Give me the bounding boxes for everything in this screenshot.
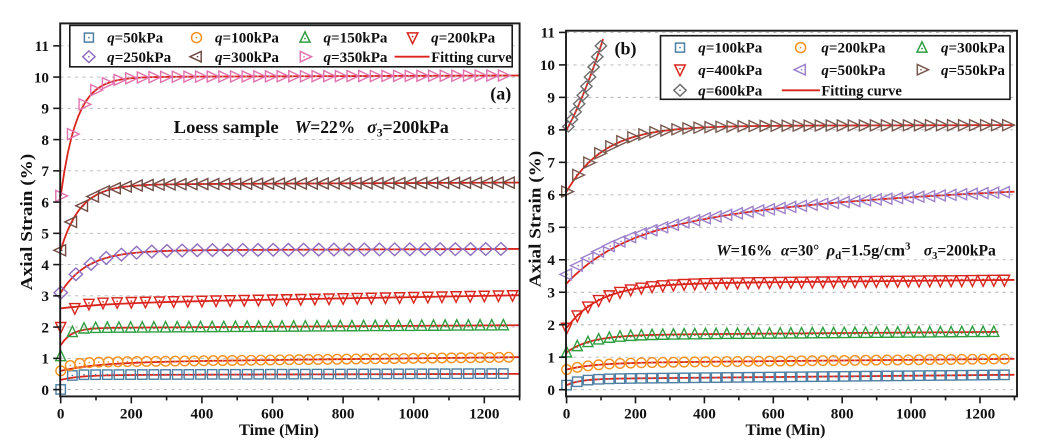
svg-text:600: 600: [762, 406, 785, 423]
svg-text:Loess sample: Loess sample: [174, 117, 279, 137]
svg-text:4: 4: [547, 252, 555, 269]
svg-text:q=100kPa: q=100kPa: [698, 41, 762, 57]
svg-text:Axial Strain (%): Axial Strain (%): [526, 151, 545, 288]
svg-text:0: 0: [57, 406, 65, 423]
svg-text:1: 1: [547, 349, 555, 366]
svg-text:8: 8: [547, 122, 555, 139]
svg-text:q=300kPa: q=300kPa: [215, 50, 279, 66]
svg-text:0: 0: [547, 382, 555, 399]
svg-text:(a): (a): [490, 84, 511, 105]
svg-text:200: 200: [120, 406, 143, 423]
svg-text:q=200kPa: q=200kPa: [431, 31, 495, 47]
svg-text:W=22%: W=22%: [295, 117, 356, 137]
svg-text:5: 5: [547, 220, 555, 237]
svg-text:6: 6: [547, 187, 555, 204]
svg-text:1200: 1200: [469, 406, 500, 423]
svg-text:0: 0: [41, 382, 49, 399]
svg-text:q=250kPa: q=250kPa: [107, 50, 171, 66]
svg-text:3: 3: [41, 288, 49, 305]
svg-text:q=550kPa: q=550kPa: [941, 63, 1005, 79]
svg-text:q=600kPa: q=600kPa: [698, 83, 762, 99]
svg-text:q=500kPa: q=500kPa: [821, 63, 885, 79]
svg-text:400: 400: [693, 406, 716, 423]
svg-text:8: 8: [41, 132, 49, 149]
svg-text:400: 400: [191, 406, 214, 423]
svg-text:q=300kPa: q=300kPa: [941, 41, 1005, 57]
svg-text:σ3=200kPa: σ3=200kPa: [367, 117, 449, 140]
svg-text:q=50kPa: q=50kPa: [107, 31, 163, 47]
svg-text:11: 11: [35, 38, 49, 55]
svg-text:Fitting curve: Fitting curve: [431, 50, 512, 66]
svg-text:1200: 1200: [965, 406, 996, 423]
svg-text:(b): (b): [615, 39, 637, 60]
svg-text:2: 2: [41, 319, 49, 336]
svg-text:1000: 1000: [896, 406, 927, 423]
svg-text:W=16%: W=16%: [716, 242, 772, 260]
svg-text:4: 4: [41, 257, 49, 274]
svg-text:10: 10: [540, 57, 556, 74]
svg-text:q=350kPa: q=350kPa: [324, 50, 388, 66]
svg-text:5: 5: [41, 226, 49, 243]
svg-text:α=30°: α=30°: [781, 242, 819, 260]
svg-text:3: 3: [547, 284, 555, 301]
svg-text:6: 6: [41, 194, 49, 211]
svg-text:11: 11: [541, 25, 555, 42]
svg-text:q=400kPa: q=400kPa: [698, 63, 762, 79]
svg-text:200: 200: [624, 406, 647, 423]
svg-text:7: 7: [41, 163, 49, 180]
svg-text:10: 10: [34, 69, 50, 86]
svg-text:7: 7: [547, 155, 555, 172]
svg-text:800: 800: [831, 406, 854, 423]
svg-text:σ3=200kPa: σ3=200kPa: [924, 242, 996, 262]
svg-text:q=100kPa: q=100kPa: [215, 31, 279, 47]
svg-text:q=200kPa: q=200kPa: [821, 41, 885, 57]
svg-text:Fitting curve: Fitting curve: [821, 83, 902, 99]
svg-text:Axial Strain (%): Axial Strain (%): [17, 154, 36, 291]
svg-text:0: 0: [563, 406, 571, 423]
svg-text:q=150kPa: q=150kPa: [324, 31, 388, 47]
svg-text:ρd=1.5g/cm3: ρd=1.5g/cm3: [826, 240, 912, 262]
svg-text:Time (Min): Time (Min): [239, 421, 319, 439]
svg-text:1000: 1000: [399, 406, 430, 423]
svg-text:1: 1: [41, 351, 49, 368]
svg-text:600: 600: [261, 406, 284, 423]
svg-text:9: 9: [547, 90, 555, 107]
svg-text:800: 800: [332, 406, 355, 423]
svg-text:9: 9: [41, 101, 49, 118]
svg-text:2: 2: [547, 317, 555, 334]
svg-text:Time (Min): Time (Min): [746, 421, 826, 439]
